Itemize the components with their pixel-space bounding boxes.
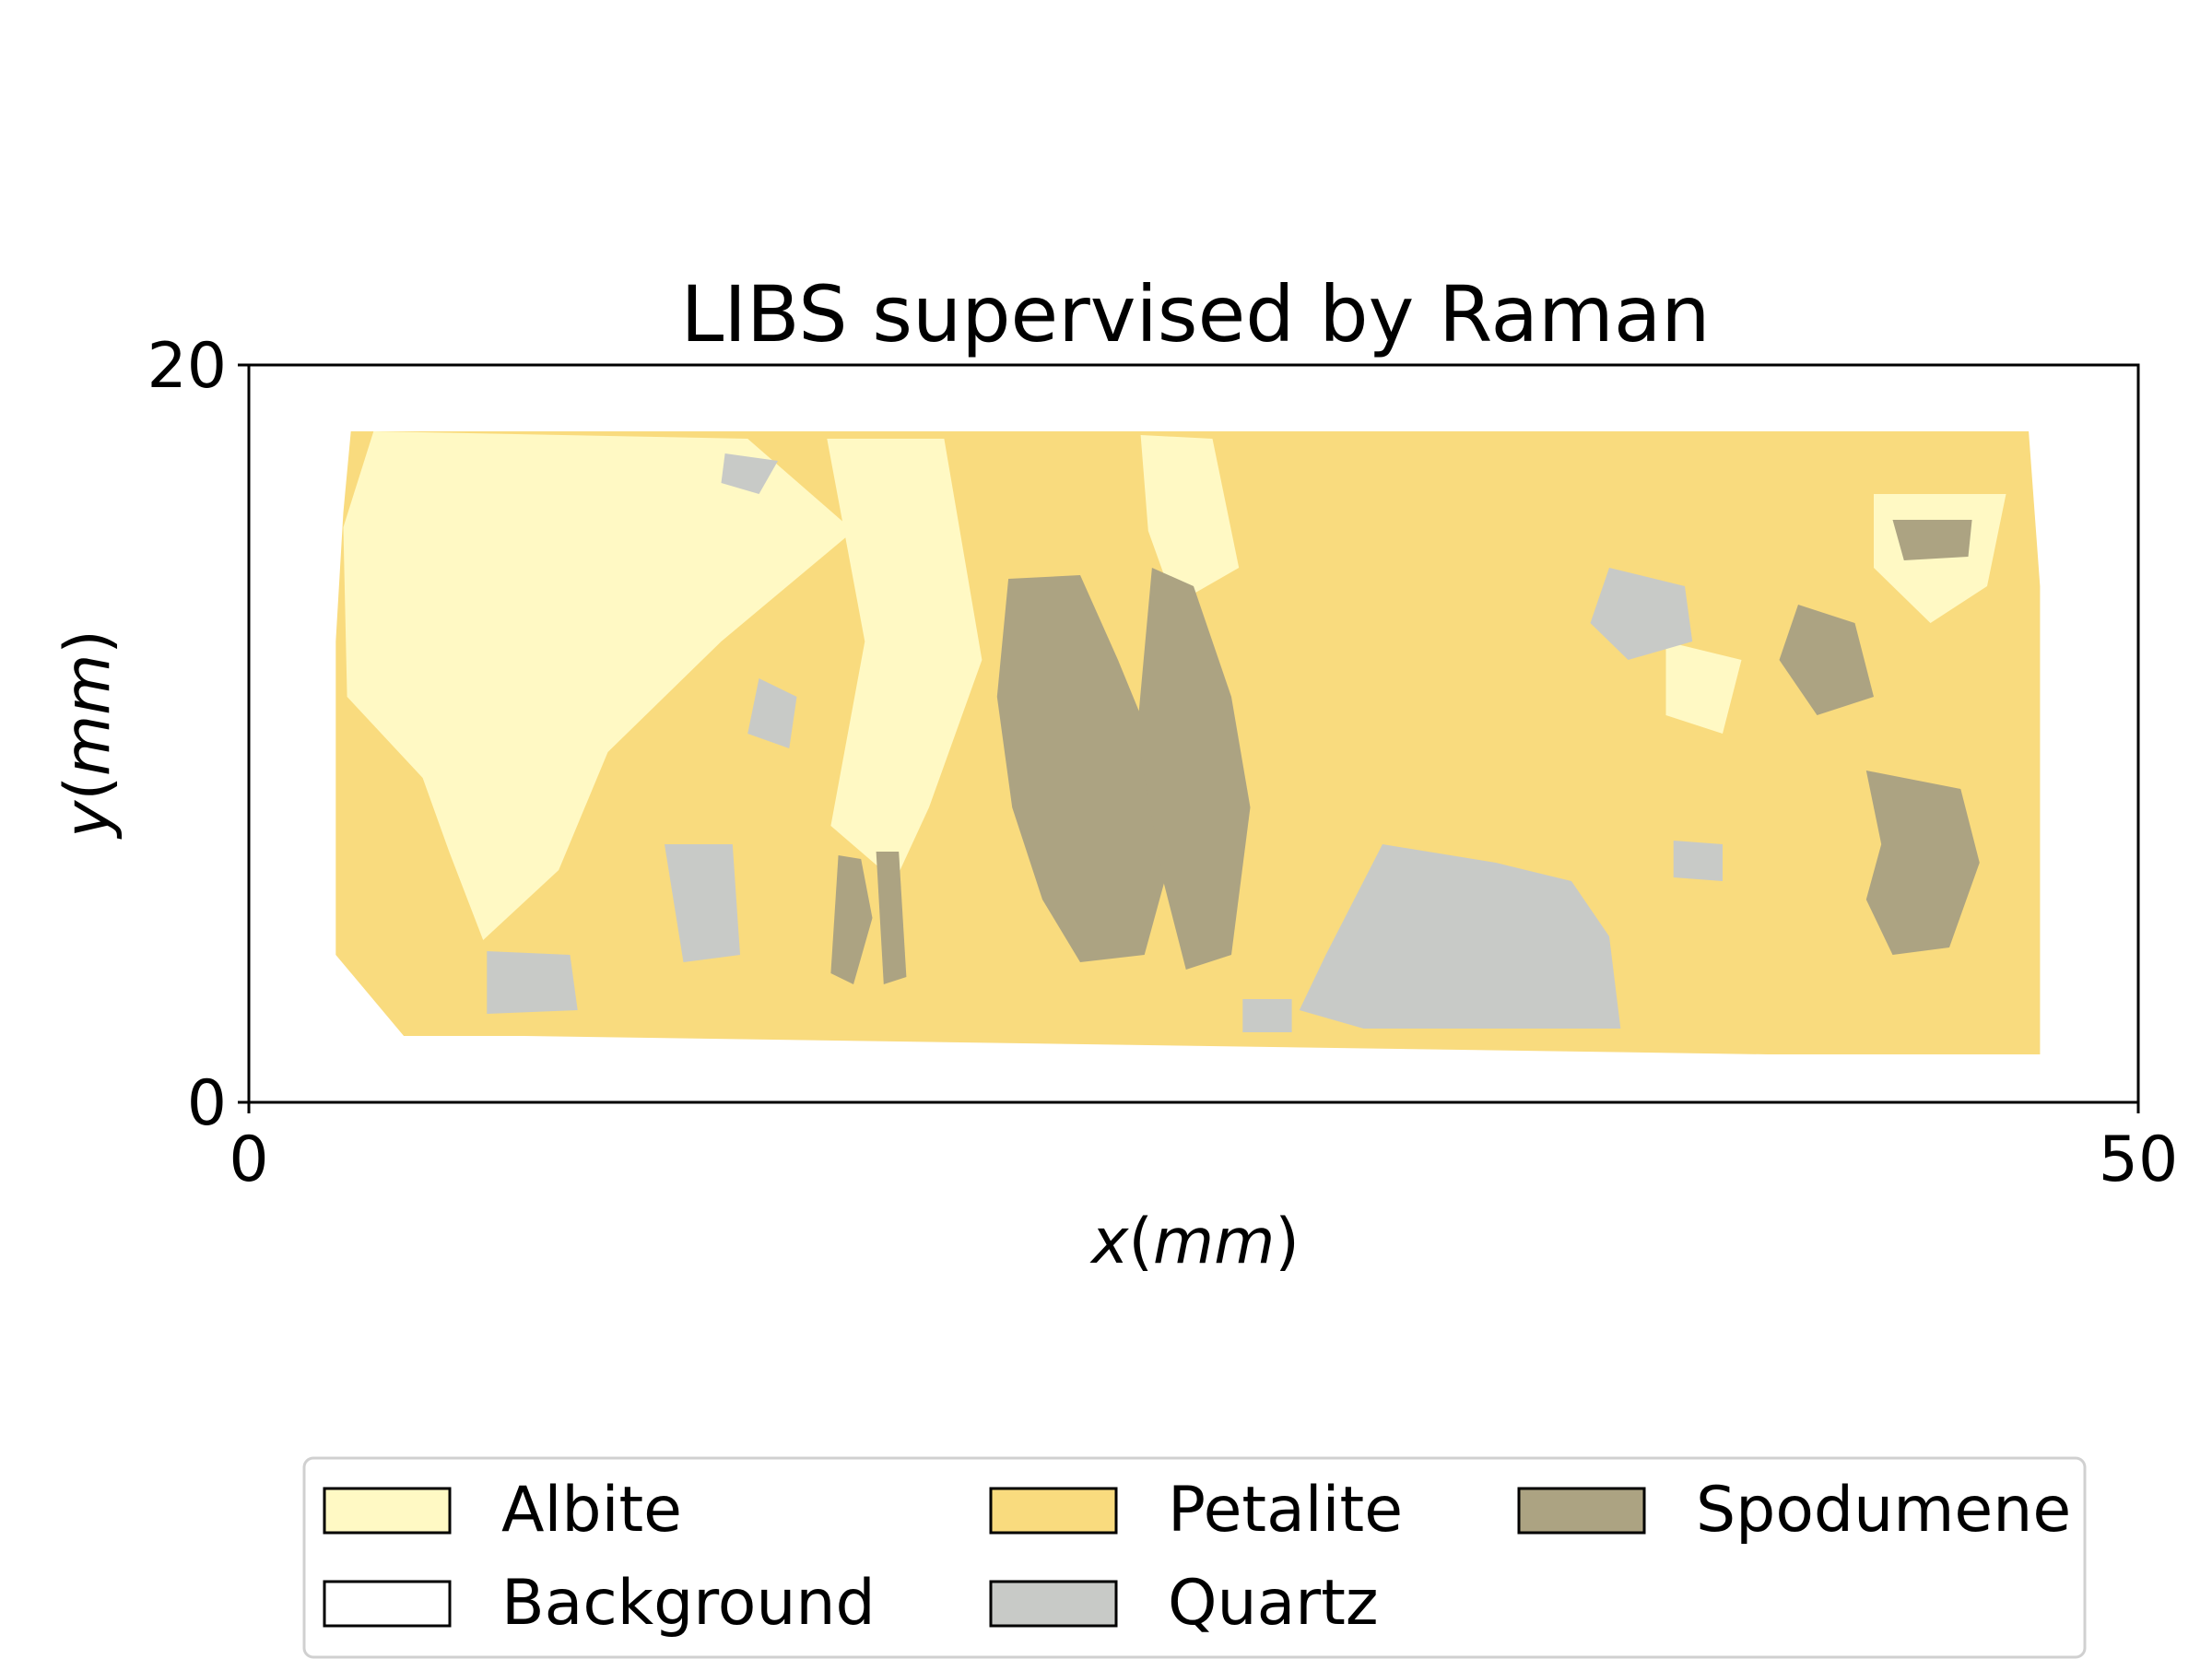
region-quartz-15 <box>665 844 740 962</box>
region-quartz-17 <box>487 951 578 1014</box>
region-spodumene-7 <box>1136 568 1251 970</box>
y-axis-unit: mm <box>52 654 124 776</box>
legend-label-background: Background <box>501 1567 876 1640</box>
region-quartz-19 <box>721 453 778 494</box>
legend-swatch-albite <box>323 1487 452 1535</box>
legend-label-albite: Albite <box>501 1474 682 1547</box>
region-quartz-16 <box>747 678 797 748</box>
region-albite-3 <box>1140 435 1240 605</box>
region-spodumene-9 <box>876 852 907 984</box>
region-quartz-20 <box>1242 999 1292 1032</box>
region-spodumene-8 <box>830 855 873 984</box>
x-axis-close-paren: ) <box>1275 1206 1300 1278</box>
mineral-map <box>335 431 2041 1054</box>
legend-swatch-quartz <box>989 1580 1118 1628</box>
legend-swatch-background <box>323 1580 452 1628</box>
y-axis-open-paren: ( <box>52 776 124 801</box>
x-tick-label-0: 0 <box>229 1124 268 1196</box>
y-axis-var: y <box>52 800 124 840</box>
chart-title: LIBS supervised by Raman <box>680 269 1710 359</box>
y-axis-label: y(mm) <box>52 629 124 840</box>
legend-items: Albite Background Petalite Quartz Spodumene <box>323 1474 2071 1640</box>
y-tick-label-1: 20 <box>147 330 227 403</box>
plot-frame <box>247 363 2140 1104</box>
legend-swatch-petalite <box>989 1487 1118 1535</box>
region-albite-1 <box>343 431 853 940</box>
legend-label-spodumene: Spodumene <box>1696 1474 2071 1547</box>
region-quartz-18 <box>1673 841 1723 881</box>
region-quartz-13 <box>1299 844 1621 1029</box>
y-axis-close-paren: ) <box>52 629 124 654</box>
plot-area <box>247 363 2140 1104</box>
y-tick-label-0: 0 <box>187 1067 227 1140</box>
x-tick-label-1: 50 <box>2099 1124 2179 1196</box>
region-spodumene-11 <box>1779 605 1874 715</box>
x-axis-var: x <box>1089 1206 1129 1278</box>
region-albite-5 <box>1665 641 1742 734</box>
region-spodumene-10 <box>1865 771 1980 955</box>
legend: Albite Background Petalite Quartz Spodumene <box>302 1456 2087 1659</box>
x-axis-unit: mm <box>1153 1206 1275 1278</box>
region-spodumene-12 <box>1892 520 1972 560</box>
axis-ticks: 0 50 0 20 <box>147 330 2178 1196</box>
x-axis-open-paren: ( <box>1128 1206 1153 1278</box>
legend-label-petalite: Petalite <box>1168 1474 1403 1547</box>
x-axis-label: x(mm) <box>1089 1206 1300 1278</box>
legend-label-quartz: Quartz <box>1168 1567 1379 1640</box>
legend-swatch-spodumene <box>1517 1487 1646 1535</box>
region-quartz-14 <box>1590 568 1693 660</box>
region-albite-2 <box>827 439 982 881</box>
region-spodumene-6 <box>996 575 1175 962</box>
